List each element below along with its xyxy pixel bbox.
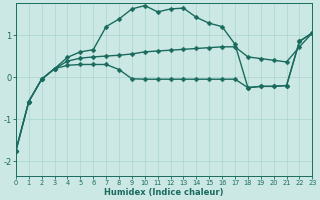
- X-axis label: Humidex (Indice chaleur): Humidex (Indice chaleur): [104, 188, 224, 197]
